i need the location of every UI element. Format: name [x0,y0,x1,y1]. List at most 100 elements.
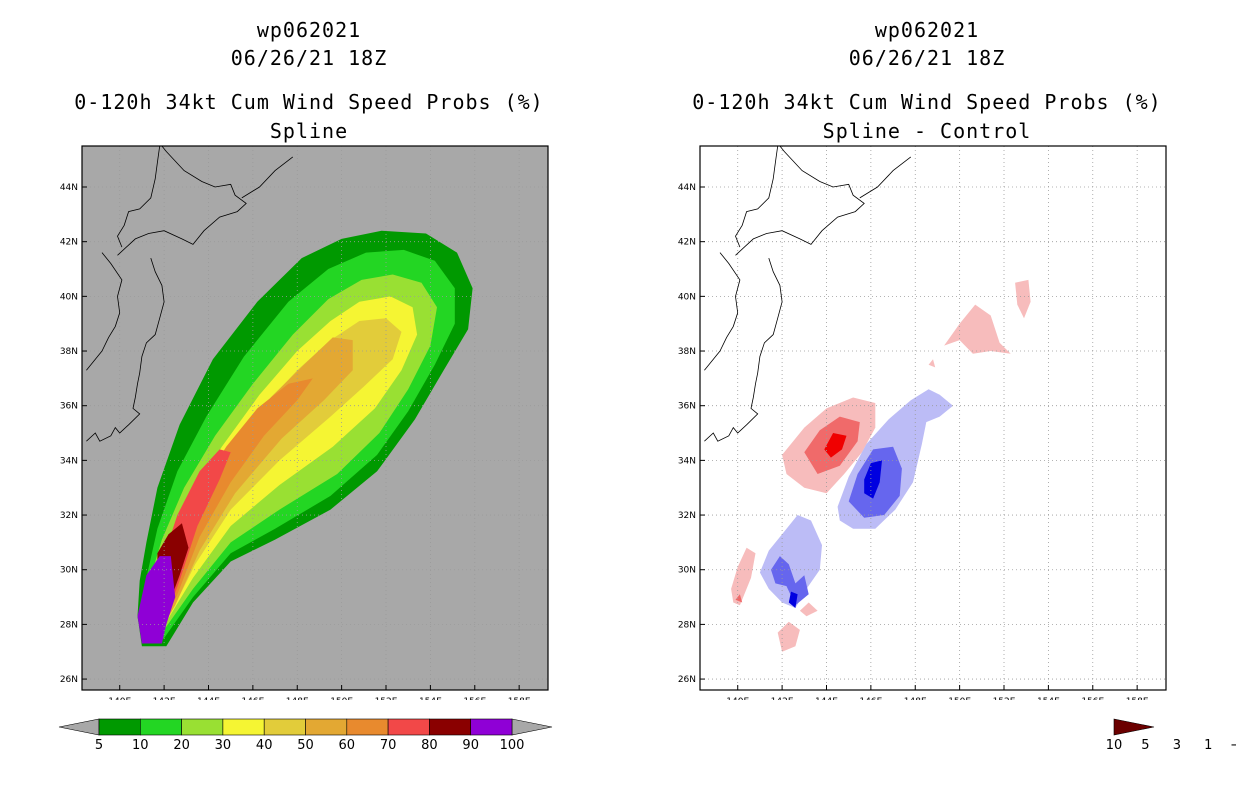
colorbar-high-arrow [511,718,553,736]
contour-1 [799,602,818,617]
left-map: 140E 142E 144E 146E 148E 150E 152E 154E 156E 158E… [60,145,549,700]
left-subtitle: Spline [269,119,349,143]
x-tick-label: 144E [815,697,838,700]
x-tick-label: 158E [1126,697,1149,700]
x-tick-label: 152E [993,697,1016,700]
y-tick-label: 30N [60,566,78,576]
coastline [117,146,161,248]
x-tick-label: 144E [197,697,220,700]
colorbar-label: 60 [339,738,356,753]
y-tick-label: 40N [60,292,78,302]
colorbar-swatch [140,718,182,736]
colorbar-swatch [222,718,265,736]
y-tick-label: 28N [60,620,78,630]
y-tick-label: 36N [60,402,78,412]
coastline [704,257,783,442]
y-tick-label: 30N [678,566,696,576]
colorbar-label: 5 [1141,738,1149,753]
x-tick-label: 150E [330,697,353,700]
colorbar-label: −1 [1230,738,1236,753]
y-tick-label: 34N [60,456,78,466]
x-tick-label: 156E [463,697,486,700]
y-tick-label: 36N [678,402,696,412]
colorbar-label: 10 [1106,738,1123,753]
colorbar-high-arrow [1113,718,1155,736]
x-tick-label: 154E [419,697,442,700]
coastline [86,257,165,442]
coastline [735,146,779,248]
colorbar-swatch [181,718,224,736]
colorbar-label: 100 [500,738,525,753]
x-tick-label: 142E [153,697,176,700]
y-tick-label: 44N [60,183,78,193]
x-tick-label: 146E [859,697,882,700]
x-tick-label: 148E [904,697,927,700]
contour-1 [731,547,756,606]
coastline [241,156,294,199]
colorbar-label: 50 [297,738,314,753]
x-tick-label: 154E [1037,697,1060,700]
colorbar-swatch [263,718,306,736]
colorbar-label: 90 [462,738,479,753]
contour-40 [148,318,402,630]
y-tick-label: 32N [678,511,696,521]
coastline [86,252,123,371]
y-tick-label: 26N [678,675,696,685]
colorbar-swatch [305,718,348,736]
plot-frame [699,145,1167,691]
colorbar-swatch [98,718,141,736]
colorbar-swatch [387,718,430,736]
right-subtitle: Spline - Control [822,119,1032,143]
x-tick-label: 158E [508,697,531,700]
right-storm-id: wp062021 [874,18,980,42]
colorbar-label: 1 [1204,738,1212,753]
x-tick-label: 140E [726,697,749,700]
colorbar-label: 3 [1173,738,1181,753]
colorbar-label: 5 [95,738,103,753]
x-tick-label: 146E [241,697,264,700]
y-tick-label: 40N [678,292,696,302]
x-tick-label: 140E [108,697,131,700]
y-tick-label: 38N [678,347,696,357]
right-product-title: 0-120h 34kt Cum Wind Speed Probs (%) [692,90,1162,114]
colorbar-swatch [470,718,513,736]
x-tick-label: 142E [771,697,794,700]
colorbar-swatch [429,718,471,736]
contour-1 [777,621,800,652]
x-tick-label: 156E [1081,697,1104,700]
contour-neg3 [771,556,809,606]
plot-frame [81,145,549,691]
contour-1 [928,359,936,368]
coastline [735,146,865,256]
colorbar-low-arrow [58,718,100,736]
contour-1 [944,304,1011,354]
y-tick-label: 42N [60,238,78,248]
contour-1 [1015,279,1031,319]
y-tick-label: 44N [678,183,696,193]
contour-layer [82,146,548,690]
x-tick-label: 152E [375,697,398,700]
contour-50 [150,337,353,628]
contour-neg5 [788,591,798,608]
y-tick-label: 32N [60,511,78,521]
colorbar-label: 10 [132,738,149,753]
left-storm-id: wp062021 [256,18,362,42]
left-panel: wp062021 06/26/21 18Z 0-120h 34kt Cum Wi… [58,18,553,753]
y-tick-label: 28N [678,620,696,630]
coastline [117,146,247,256]
left-colorbar: 5 10 20 30 40 50 60 70 80 90 100 [58,718,553,753]
y-tick-label: 38N [60,347,78,357]
colorbar-label: 80 [421,738,438,753]
left-product-title: 0-120h 34kt Cum Wind Speed Probs (%) [74,90,544,114]
y-tick-label: 34N [678,456,696,466]
coastline [859,156,912,199]
right-colorbar: −10−5−3−113510 [1106,718,1236,753]
colorbar-label: 30 [215,738,232,753]
contour-layer [700,146,1166,690]
colorbar-swatch [346,718,389,736]
y-tick-label: 42N [678,238,696,248]
right-map: 140E 142E 144E 146E 148E 150E 152E 154E 156E 158E… [678,145,1167,700]
right-panel: wp062021 06/26/21 18Z 0-120h 34kt Cum Wi… [618,0,1236,800]
colorbar-label: 70 [380,738,397,753]
x-tick-label: 150E [948,697,971,700]
